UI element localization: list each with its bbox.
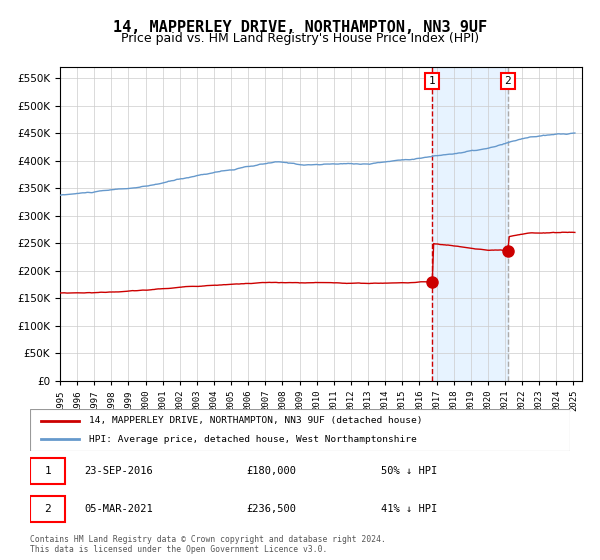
Text: 1: 1 — [428, 76, 435, 86]
Text: Contains HM Land Registry data © Crown copyright and database right 2024.
This d: Contains HM Land Registry data © Crown c… — [30, 535, 386, 554]
Text: 05-MAR-2021: 05-MAR-2021 — [84, 504, 153, 514]
Text: £236,500: £236,500 — [246, 504, 296, 514]
Text: 2: 2 — [44, 504, 51, 514]
Text: Price paid vs. HM Land Registry's House Price Index (HPI): Price paid vs. HM Land Registry's House … — [121, 32, 479, 45]
Text: £180,000: £180,000 — [246, 466, 296, 476]
FancyBboxPatch shape — [30, 496, 65, 522]
Text: 1: 1 — [44, 466, 51, 476]
Bar — [432, 67, 508, 381]
Text: HPI: Average price, detached house, West Northamptonshire: HPI: Average price, detached house, West… — [89, 435, 417, 444]
Text: 41% ↓ HPI: 41% ↓ HPI — [381, 504, 437, 514]
FancyBboxPatch shape — [30, 458, 65, 484]
Text: 50% ↓ HPI: 50% ↓ HPI — [381, 466, 437, 476]
Text: 2: 2 — [505, 76, 511, 86]
Text: 23-SEP-2016: 23-SEP-2016 — [84, 466, 153, 476]
FancyBboxPatch shape — [30, 409, 570, 451]
Text: 14, MAPPERLEY DRIVE, NORTHAMPTON, NN3 9UF: 14, MAPPERLEY DRIVE, NORTHAMPTON, NN3 9U… — [113, 20, 487, 35]
Text: 14, MAPPERLEY DRIVE, NORTHAMPTON, NN3 9UF (detached house): 14, MAPPERLEY DRIVE, NORTHAMPTON, NN3 9U… — [89, 416, 423, 425]
